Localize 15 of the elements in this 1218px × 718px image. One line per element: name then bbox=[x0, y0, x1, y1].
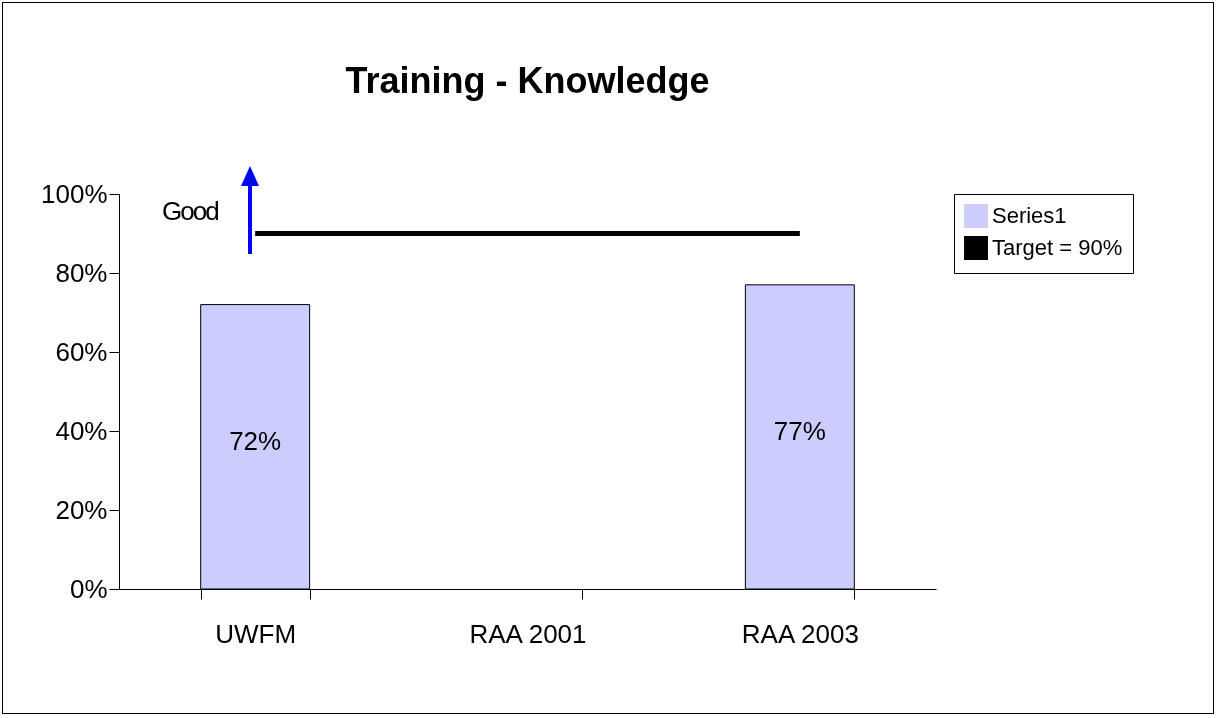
annotation: Good bbox=[162, 196, 218, 227]
data-label: 77% bbox=[773, 415, 826, 446]
y-tick-label: 20% bbox=[55, 494, 108, 525]
chart-title: Training - Knowledge bbox=[345, 60, 710, 101]
x-tick-label: RAA 2003 bbox=[741, 618, 859, 649]
y-tick-label: 0% bbox=[69, 573, 108, 604]
data-label: 72% bbox=[229, 425, 282, 456]
y-tick-label: 60% bbox=[55, 336, 108, 367]
x-tick-label: RAA 2001 bbox=[469, 618, 587, 649]
y-tick-label: 80% bbox=[55, 257, 108, 288]
y-tick-label: 100% bbox=[41, 178, 108, 209]
y-tick-label: 40% bbox=[55, 415, 108, 446]
x-tick-label: UWFM bbox=[215, 618, 297, 649]
legend-label: Series1 bbox=[992, 203, 1067, 228]
legend-label: Target = 90% bbox=[992, 235, 1123, 260]
